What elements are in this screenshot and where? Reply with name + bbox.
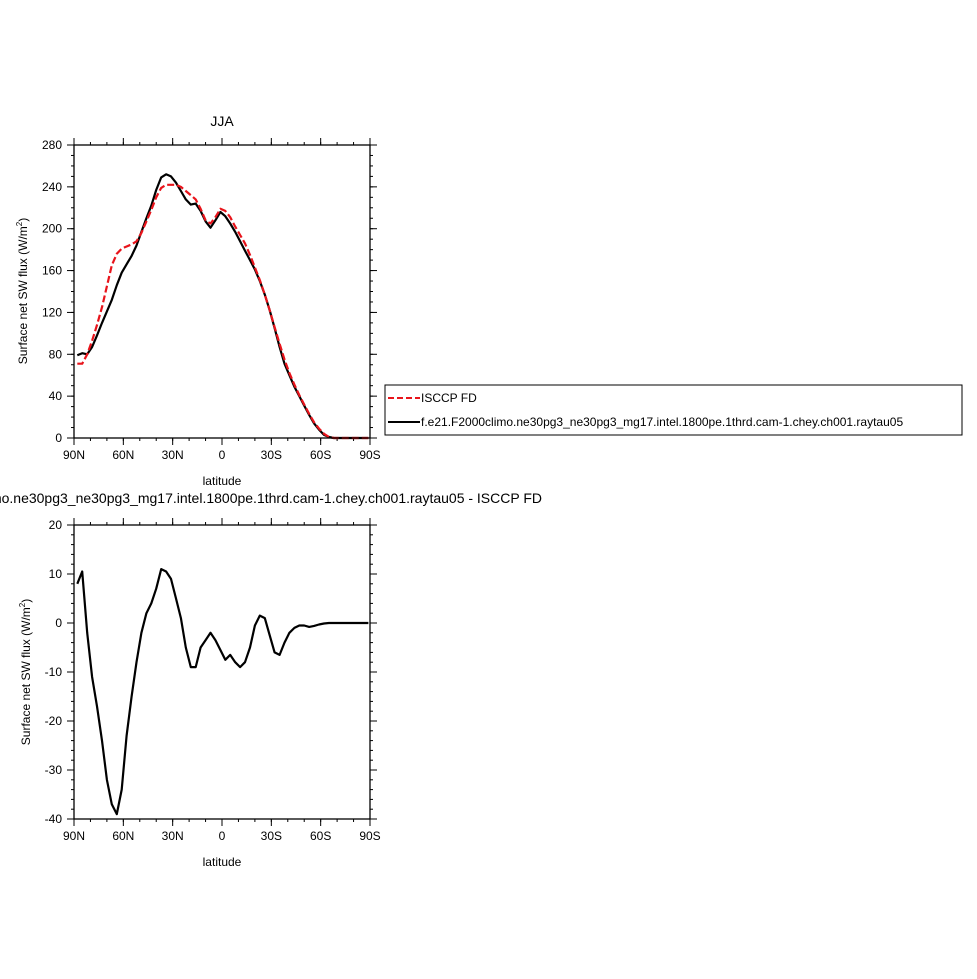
top-y-ticks: 0 40 80 120 160 200 240 280 <box>42 138 377 445</box>
y-tick-label: 0 <box>55 431 62 445</box>
top-y-axis-label: Surface net SW flux (W/m2) <box>15 218 30 364</box>
top-panel-title: JJA <box>210 113 234 129</box>
isccp-series-line <box>77 183 369 440</box>
x-tick-label: 0 <box>219 829 226 843</box>
y-tick-label: 40 <box>49 389 63 403</box>
x-tick-label: 60S <box>310 448 331 462</box>
y-tick-label: 0 <box>55 616 62 630</box>
x-tick-label: 0 <box>219 448 226 462</box>
y-tick-label: -40 <box>45 812 63 826</box>
model-series-line <box>76 173 369 440</box>
bottom-y-axis-label: Surface net SW flux (W/m2) <box>18 599 33 745</box>
legend-label-model: f.e21.F2000climo.ne30pg3_ne30pg3_mg17.in… <box>421 415 903 429</box>
x-tick-label: 60S <box>310 829 331 843</box>
y-tick-label: 280 <box>42 138 62 152</box>
y-tick-label: 80 <box>49 347 63 361</box>
bottom-y-ticks: -40 -30 -20 -10 0 10 20 <box>45 518 377 826</box>
y-tick-label: 240 <box>42 180 62 194</box>
x-tick-label: 60N <box>112 448 134 462</box>
x-tick-label: 30N <box>162 829 184 843</box>
top-plot-frame <box>73 144 371 439</box>
x-tick-label: 30S <box>261 448 282 462</box>
top-series-group <box>76 173 369 440</box>
legend-label-isccp: ISCCP FD <box>421 391 477 405</box>
model-series-line <box>76 567 369 816</box>
bottom-series-group <box>76 567 369 816</box>
x-tick-label: 90S <box>359 829 380 843</box>
y-tick-label: 160 <box>42 264 62 278</box>
top-x-axis-label: latitude <box>203 474 242 488</box>
x-tick-label: 90N <box>63 829 85 843</box>
top-panel: JJA 0 40 80 120 160 200 240 280 90N 60N 30N 0 30S 60… <box>15 113 381 488</box>
bottom-panel: f.e21.F2000climo.ne30pg3_ne30pg3_mg17.in… <box>0 490 542 869</box>
y-tick-label: -20 <box>45 714 63 728</box>
bottom-plot-frame <box>73 524 371 820</box>
x-tick-label: 90S <box>359 448 380 462</box>
top-x-ticks: 90N 60N 30N 0 30S 60S 90S <box>63 138 381 462</box>
y-tick-label: -10 <box>45 665 63 679</box>
x-tick-label: 90N <box>63 448 85 462</box>
x-tick-label: 30N <box>162 448 184 462</box>
y-tick-label: -30 <box>45 763 63 777</box>
y-tick-label: 120 <box>42 305 62 319</box>
bottom-x-axis-label: latitude <box>203 855 242 869</box>
legend-box <box>384 384 963 436</box>
y-tick-label: 10 <box>49 567 63 581</box>
y-tick-label: 200 <box>42 222 62 236</box>
bottom-panel-title: f.e21.F2000climo.ne30pg3_ne30pg3_mg17.in… <box>0 490 542 506</box>
x-tick-label: 60N <box>112 829 134 843</box>
legend: ISCCP FD f.e21.F2000climo.ne30pg3_ne30pg… <box>384 384 963 436</box>
x-tick-label: 30S <box>261 829 282 843</box>
y-tick-label: 20 <box>49 518 63 532</box>
